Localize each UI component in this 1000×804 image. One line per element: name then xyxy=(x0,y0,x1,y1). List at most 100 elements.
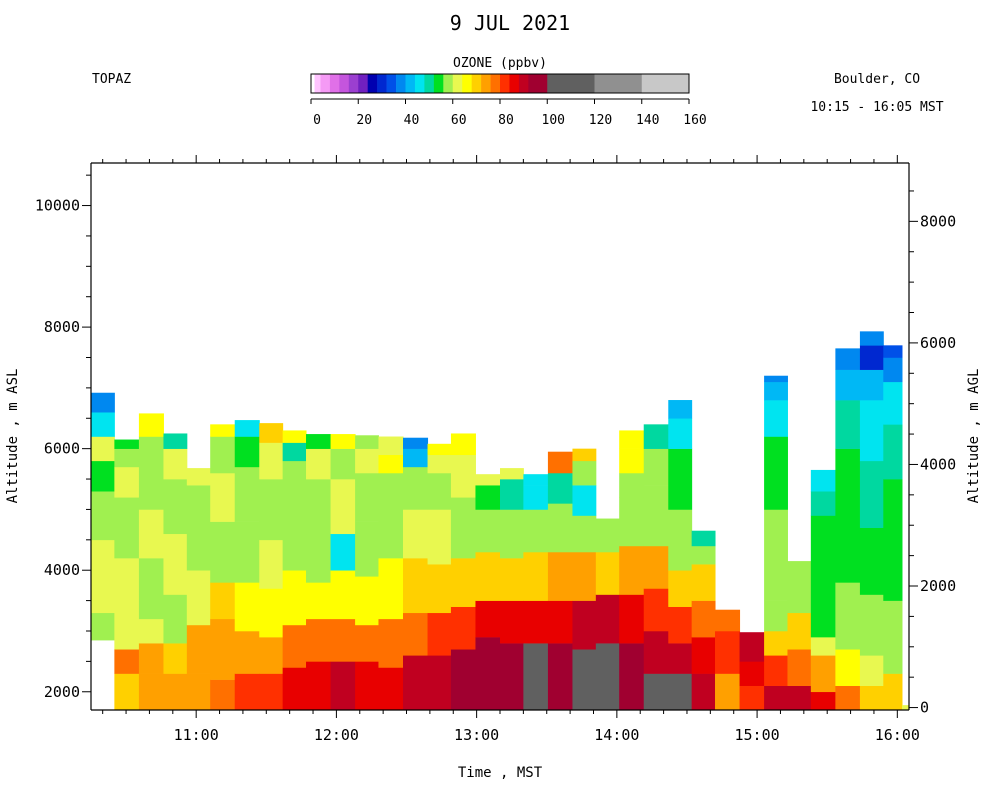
ozone-cell xyxy=(691,564,716,601)
colorbar-swatch-19 xyxy=(481,74,491,93)
ozone-cell xyxy=(523,509,549,553)
colorbar-swatch-1 xyxy=(314,74,321,93)
ozone-cell xyxy=(427,612,452,656)
ozone-cell xyxy=(114,649,140,674)
ozone-cell xyxy=(163,433,188,449)
ozone-cell xyxy=(547,503,573,553)
profile-1406 xyxy=(619,430,645,711)
colorbar-tick-label: 0 xyxy=(313,113,321,128)
ozone-cell xyxy=(595,551,620,595)
profile-1437 xyxy=(691,530,716,711)
profile-1356 xyxy=(595,518,620,711)
ozone-cell xyxy=(787,561,812,583)
ozone-cell xyxy=(138,618,164,644)
ozone-cell xyxy=(403,437,429,449)
ozone-cell xyxy=(572,600,597,650)
ozone-cell xyxy=(619,643,645,711)
profile-1528 xyxy=(810,469,836,711)
ozone-profiles xyxy=(91,331,910,711)
ozone-cell xyxy=(259,673,284,711)
colorbar-tick-label: 60 xyxy=(451,113,467,128)
ozone-cell xyxy=(500,600,524,644)
ozone-cell xyxy=(715,609,741,632)
profile-1447 xyxy=(715,609,741,711)
x-tick-label: 13:00 xyxy=(454,726,499,744)
ozone-cell xyxy=(859,331,884,346)
ozone-cell xyxy=(764,375,788,383)
ozone-cell xyxy=(306,533,332,583)
ozone-cell xyxy=(764,655,788,686)
ozone-cell xyxy=(163,643,188,674)
ozone-cell xyxy=(186,509,211,571)
profile-1020 xyxy=(91,392,115,641)
ozone-cell xyxy=(378,509,404,559)
ozone-cell xyxy=(114,497,140,559)
ozone-cell xyxy=(210,582,236,620)
profile-1315 xyxy=(500,468,524,711)
ozone-cell xyxy=(764,400,788,437)
ozone-cell xyxy=(138,643,164,674)
ozone-cell xyxy=(668,418,693,449)
ozone-cell xyxy=(403,466,429,510)
ozone-cell xyxy=(668,400,693,419)
ozone-cell xyxy=(859,460,884,528)
profile-1203 xyxy=(330,434,356,711)
ozone-cell xyxy=(378,558,404,620)
ozone-cell xyxy=(378,454,404,474)
ozone-cell xyxy=(114,466,140,498)
colorbar-swatch-6 xyxy=(358,74,368,93)
x-tick-label: 15:00 xyxy=(735,726,780,744)
ozone-cell xyxy=(138,509,164,559)
ozone-cell xyxy=(114,448,140,468)
ozone-cell xyxy=(715,630,741,674)
ozone-cell xyxy=(163,594,188,644)
y-right-tick-label: 4000 xyxy=(920,455,956,473)
ozone-cell xyxy=(810,491,836,516)
y-right-tick-label: 0 xyxy=(920,699,929,717)
ozone-cell xyxy=(523,551,549,601)
ozone-cell xyxy=(691,530,716,547)
ozone-cell xyxy=(764,685,788,711)
ozone-cell xyxy=(739,685,765,711)
ozone-cell xyxy=(378,436,404,456)
ozone-cell xyxy=(186,485,211,510)
y-axis-right-label: Altitude , m AGL xyxy=(966,369,982,504)
profile-1122 xyxy=(234,420,260,711)
ozone-cell xyxy=(282,509,307,571)
ozone-cell xyxy=(163,533,188,595)
ozone-cell xyxy=(859,685,884,711)
ozone-cell xyxy=(234,420,260,437)
colorbar-tick-label: 20 xyxy=(356,113,372,128)
ozone-cell xyxy=(330,533,356,571)
ozone-cell xyxy=(668,606,693,644)
colorbar-tick-label: 80 xyxy=(498,113,514,128)
colorbar: 0 20 40 60 80 100 120 140 160 xyxy=(310,73,707,128)
ozone-cell xyxy=(450,558,476,607)
ozone-cell xyxy=(355,435,379,449)
ozone-cell xyxy=(403,655,429,711)
ozone-cell xyxy=(306,582,332,620)
profile-1223 xyxy=(378,436,404,711)
ozone-cell xyxy=(427,443,452,456)
ozone-cell xyxy=(306,434,332,449)
ozone-cell xyxy=(259,539,284,589)
ozone-cell xyxy=(500,509,524,559)
ozone-cell xyxy=(500,479,524,510)
ozone-cell xyxy=(547,472,573,504)
ozone-cell xyxy=(378,472,404,510)
profile-1336 xyxy=(547,451,573,711)
ozone-cell xyxy=(764,600,788,632)
ozone-cell xyxy=(547,643,573,711)
ozone-cell xyxy=(330,448,356,480)
y-right-tick-label: 6000 xyxy=(920,334,956,352)
ozone-cell xyxy=(572,485,597,516)
ozone-cell xyxy=(306,448,332,480)
colorbar-swatch-13 xyxy=(424,74,435,93)
profile-1051 xyxy=(163,433,188,711)
ozone-cell xyxy=(572,448,597,462)
ozone-cell xyxy=(668,448,693,510)
ozone-cell xyxy=(210,424,236,437)
colorbar-swatch-17 xyxy=(462,74,472,93)
ozone-cell xyxy=(427,454,452,474)
colorbar-tick-label: 120 xyxy=(589,113,612,128)
